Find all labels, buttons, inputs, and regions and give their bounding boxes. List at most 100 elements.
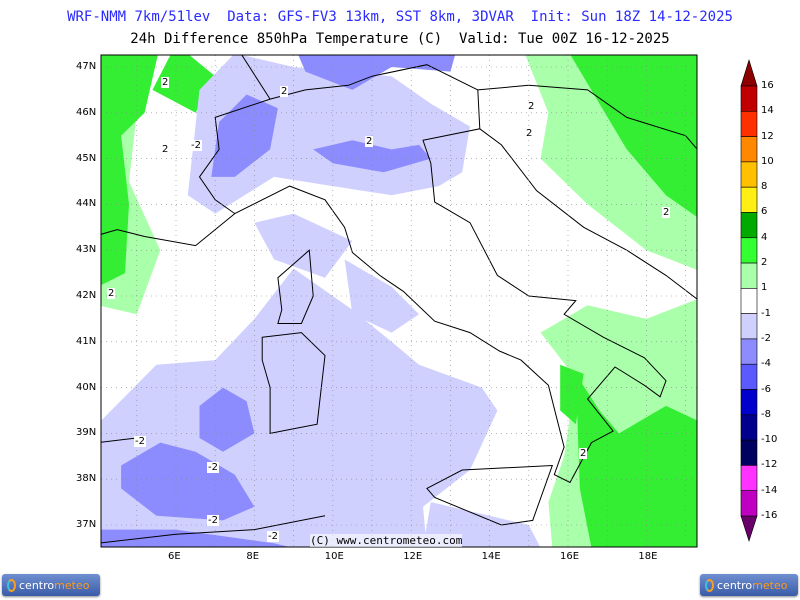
- colorbar-band: [740, 338, 758, 365]
- contour-label: 2: [365, 136, 374, 147]
- colorbar-band: [740, 465, 758, 492]
- colorbar-band: [740, 136, 758, 163]
- green-area: [570, 55, 697, 217]
- colorbar-label: 4: [761, 231, 768, 243]
- colorbar-label: 6: [761, 206, 768, 218]
- corsica-coastline: [277, 249, 314, 324]
- longitude-label: 12E: [403, 551, 423, 562]
- contour-label: -2: [207, 462, 219, 473]
- map-frame: [100, 54, 698, 548]
- latitude-label: 43N: [76, 244, 97, 256]
- france-coastline: [101, 213, 236, 247]
- colorbar-label: -14: [761, 484, 778, 496]
- colorbar-label: -1: [761, 307, 771, 319]
- copyright-text: (C) www.centrometeo.com: [310, 534, 463, 547]
- colorbar-band: [740, 313, 758, 340]
- latitude-label: 37N: [76, 519, 97, 530]
- colorbar-top-arrow: [740, 58, 758, 87]
- sardinia-coastline: [261, 332, 326, 435]
- longitude-label: 8E: [246, 551, 260, 562]
- colorbar-band: [740, 186, 758, 213]
- logo-ring-icon: [7, 578, 16, 592]
- contour-label: -2: [190, 140, 202, 151]
- contour-label: 2: [280, 86, 289, 97]
- colorbar: [740, 58, 758, 542]
- centrometeo-logo-left[interactable]: centro meteo: [2, 574, 100, 596]
- lavender-area: [101, 529, 290, 547]
- colorbar-band: [740, 262, 758, 289]
- centrometeo-logo-right[interactable]: centro meteo: [700, 574, 798, 596]
- lavender-area: [121, 442, 255, 521]
- colorbar-band: [740, 363, 758, 390]
- coastlines: [101, 55, 697, 544]
- colorbar-band: [740, 389, 758, 416]
- colorbar-band: [740, 288, 758, 314]
- latitude-label: 41N: [76, 335, 97, 347]
- colorbar-band: [740, 110, 758, 137]
- colorbar-band: [740, 212, 758, 239]
- contour-label: -2: [267, 531, 279, 542]
- colorbar-label: 16: [761, 80, 774, 91]
- contour-label: 2: [525, 128, 534, 139]
- longitude-label: 10E: [324, 551, 344, 562]
- lavender-area: [313, 140, 431, 173]
- colorbar-band: [740, 85, 758, 112]
- graticule: [101, 55, 697, 547]
- colorbar-label: 14: [761, 105, 774, 117]
- sea-line: [101, 437, 137, 443]
- green-area: [560, 364, 584, 425]
- colorbar-band: [740, 439, 758, 466]
- latitude-label: 40N: [76, 381, 97, 393]
- latitude-label: 45N: [76, 152, 97, 164]
- italy-coastline: [198, 64, 667, 484]
- latitude-label: 46N: [76, 106, 97, 118]
- green-area: [101, 55, 158, 286]
- colorbar-band: [740, 490, 758, 517]
- colorbar-label: -2: [761, 332, 771, 344]
- colorbar-label: -8: [761, 408, 771, 420]
- latitude-label: 47N: [76, 61, 97, 72]
- colorbar-label: -6: [761, 383, 771, 395]
- longitude-label: 6E: [168, 551, 181, 562]
- colorbar-label: 1: [761, 282, 768, 294]
- longitude-label: 14E: [481, 551, 501, 562]
- model-info-title: WRF-NMM 7km/51lev Data: GFS-FV3 13km, SS…: [67, 9, 733, 25]
- latitude-label: 42N: [76, 290, 97, 301]
- latitude-label: 44N: [76, 198, 97, 210]
- colorbar-label: -4: [761, 358, 771, 370]
- balkan-coastline: [479, 128, 697, 300]
- longitude-label: 18E: [638, 551, 658, 562]
- colorbar-label: -10: [761, 434, 778, 446]
- colorbar-label: -12: [761, 459, 778, 471]
- lavender-area: [298, 55, 456, 90]
- lavender-area: [199, 387, 255, 452]
- colorbar-band: [740, 237, 758, 264]
- colorbar-label: 10: [761, 155, 774, 167]
- colorbar-bottom-arrow: [740, 515, 758, 542]
- contour-label: -2: [134, 436, 146, 447]
- contour-label: -2: [207, 515, 219, 526]
- border-line: [241, 55, 271, 100]
- latitude-label: 38N: [76, 473, 97, 485]
- colorbar-label: 2: [761, 257, 768, 269]
- logo-ring-icon: [705, 578, 714, 592]
- sicily-coastline: [426, 464, 554, 526]
- contour-label: 2: [662, 207, 671, 218]
- colorbar-label: 8: [761, 181, 768, 193]
- colorbar-band: [740, 414, 758, 441]
- contour-label: 2: [579, 448, 588, 459]
- contour-label: 2: [161, 77, 170, 88]
- colorbar-band: [740, 161, 758, 188]
- contour-label: 2: [527, 101, 536, 112]
- africa-coastline: [101, 515, 326, 544]
- contour-label: 2: [107, 288, 116, 299]
- latitude-label: 39N: [76, 427, 97, 439]
- colorbar-label: -16: [761, 510, 778, 521]
- colorbar-label: 12: [761, 130, 774, 142]
- border-line: [477, 84, 697, 150]
- light-lavender-area: [254, 213, 353, 278]
- longitude-label: 16E: [560, 551, 580, 562]
- map-title: 24h Difference 850hPa Temperature (C) Va…: [130, 31, 670, 47]
- green-area: [575, 373, 697, 547]
- lavender-area: [211, 94, 278, 177]
